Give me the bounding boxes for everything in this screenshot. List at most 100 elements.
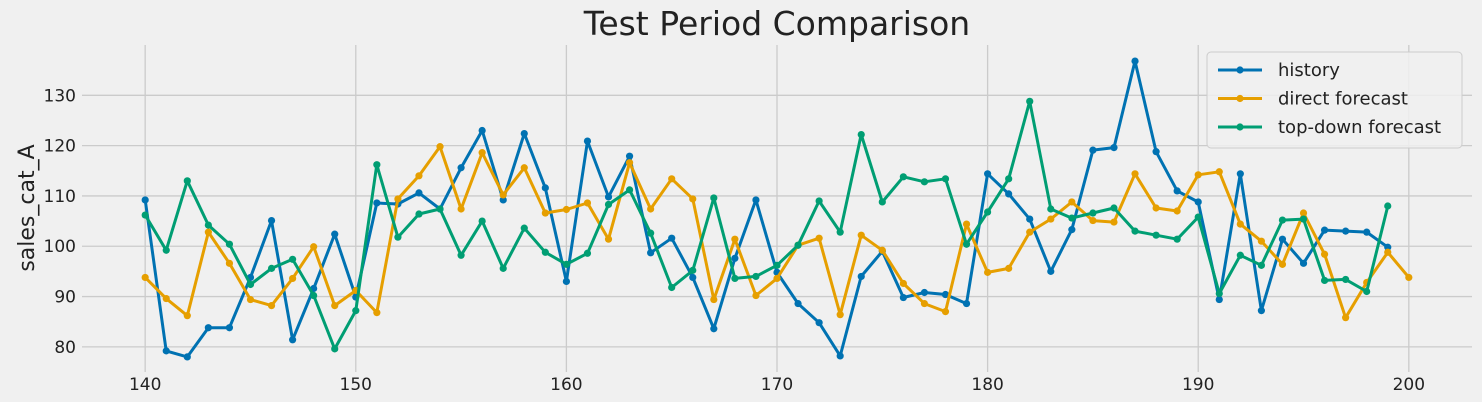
data-point bbox=[331, 230, 339, 238]
x-tick-label: 160 bbox=[550, 375, 582, 395]
data-point bbox=[541, 209, 549, 217]
data-point bbox=[310, 243, 318, 251]
data-point bbox=[1152, 231, 1160, 239]
data-point bbox=[225, 259, 234, 267]
series-line bbox=[143, 59, 1389, 359]
data-point bbox=[394, 195, 402, 203]
data-point bbox=[520, 164, 528, 172]
data-point bbox=[647, 205, 655, 213]
data-point bbox=[289, 255, 297, 263]
data-point bbox=[141, 211, 149, 219]
data-point bbox=[331, 301, 339, 310]
series-lines bbox=[141, 57, 1413, 361]
data-point bbox=[984, 208, 992, 216]
data-point bbox=[752, 272, 760, 281]
data-point bbox=[373, 161, 381, 169]
data-point bbox=[310, 291, 318, 300]
data-point bbox=[1320, 250, 1329, 258]
tick-labels: 140 150 160 170 180 190 200 80 90 100 110 120 130 bbox=[44, 86, 1425, 395]
legend-marker bbox=[1236, 94, 1244, 103]
data-point bbox=[899, 279, 907, 288]
data-point bbox=[457, 205, 465, 213]
data-point bbox=[1131, 227, 1139, 235]
data-point bbox=[499, 191, 507, 199]
data-point bbox=[794, 241, 802, 249]
data-point bbox=[1215, 295, 1223, 304]
data-point bbox=[1194, 198, 1202, 206]
data-point bbox=[583, 199, 592, 207]
data-point bbox=[415, 210, 423, 218]
data-point bbox=[689, 266, 697, 274]
data-point bbox=[857, 130, 865, 139]
legend-label: direct forecast bbox=[1278, 89, 1408, 110]
data-point bbox=[1278, 235, 1287, 243]
data-point bbox=[710, 325, 718, 333]
data-point bbox=[1363, 228, 1371, 236]
data-point bbox=[731, 254, 739, 262]
data-point bbox=[815, 197, 823, 205]
data-point bbox=[1215, 168, 1223, 176]
data-point bbox=[267, 216, 276, 225]
data-point bbox=[1068, 198, 1076, 206]
x-tick-label: 190 bbox=[1182, 375, 1214, 395]
data-point bbox=[204, 221, 212, 229]
data-point bbox=[1363, 287, 1371, 296]
data-point bbox=[1005, 175, 1013, 183]
data-point bbox=[984, 170, 992, 178]
data-point bbox=[857, 231, 865, 239]
data-point bbox=[1131, 170, 1139, 178]
data-point bbox=[1173, 187, 1181, 195]
data-point bbox=[815, 234, 823, 242]
data-point bbox=[1257, 307, 1265, 315]
y-tick-label: 80 bbox=[54, 338, 76, 358]
data-point bbox=[1384, 248, 1392, 256]
data-point bbox=[415, 189, 423, 197]
series-1 bbox=[141, 57, 1392, 361]
data-point bbox=[1026, 215, 1034, 223]
data-point bbox=[1384, 243, 1392, 251]
data-point bbox=[604, 235, 613, 243]
data-point bbox=[815, 319, 823, 327]
data-point bbox=[984, 268, 992, 276]
data-point bbox=[668, 175, 676, 183]
data-point bbox=[773, 261, 781, 269]
data-point bbox=[794, 299, 802, 308]
data-point bbox=[1110, 144, 1118, 152]
data-point bbox=[625, 152, 634, 160]
data-point bbox=[499, 264, 507, 272]
chart-title: Test Period Comparison bbox=[583, 4, 970, 43]
data-point bbox=[183, 312, 191, 320]
data-point bbox=[962, 299, 971, 308]
data-point bbox=[457, 251, 465, 259]
data-point bbox=[941, 175, 950, 183]
data-point bbox=[1278, 216, 1287, 224]
data-point bbox=[836, 352, 844, 360]
x-tick-label: 140 bbox=[129, 375, 161, 395]
y-tick-label: 100 bbox=[44, 237, 76, 257]
data-point bbox=[752, 196, 760, 204]
y-tick-label: 130 bbox=[44, 86, 76, 106]
data-point bbox=[1236, 251, 1244, 259]
x-tick-label: 180 bbox=[971, 375, 1003, 395]
legend: history direct forecast top-down forecast bbox=[1206, 51, 1463, 149]
data-point bbox=[899, 173, 907, 181]
data-point bbox=[1320, 226, 1329, 234]
data-point bbox=[836, 228, 844, 236]
data-point bbox=[1342, 275, 1350, 284]
data-point bbox=[541, 248, 549, 256]
data-point bbox=[1152, 204, 1160, 212]
data-point bbox=[478, 149, 486, 157]
data-point bbox=[625, 159, 634, 167]
data-point bbox=[1257, 261, 1265, 269]
data-point bbox=[647, 249, 655, 257]
data-point bbox=[204, 324, 212, 332]
data-point bbox=[394, 233, 402, 241]
data-point bbox=[478, 217, 486, 225]
series-2 bbox=[141, 143, 1413, 322]
data-point bbox=[289, 274, 297, 283]
data-point bbox=[1026, 97, 1034, 105]
data-point bbox=[647, 229, 655, 237]
data-point bbox=[520, 224, 528, 232]
data-point bbox=[331, 345, 339, 353]
data-point bbox=[878, 198, 886, 206]
